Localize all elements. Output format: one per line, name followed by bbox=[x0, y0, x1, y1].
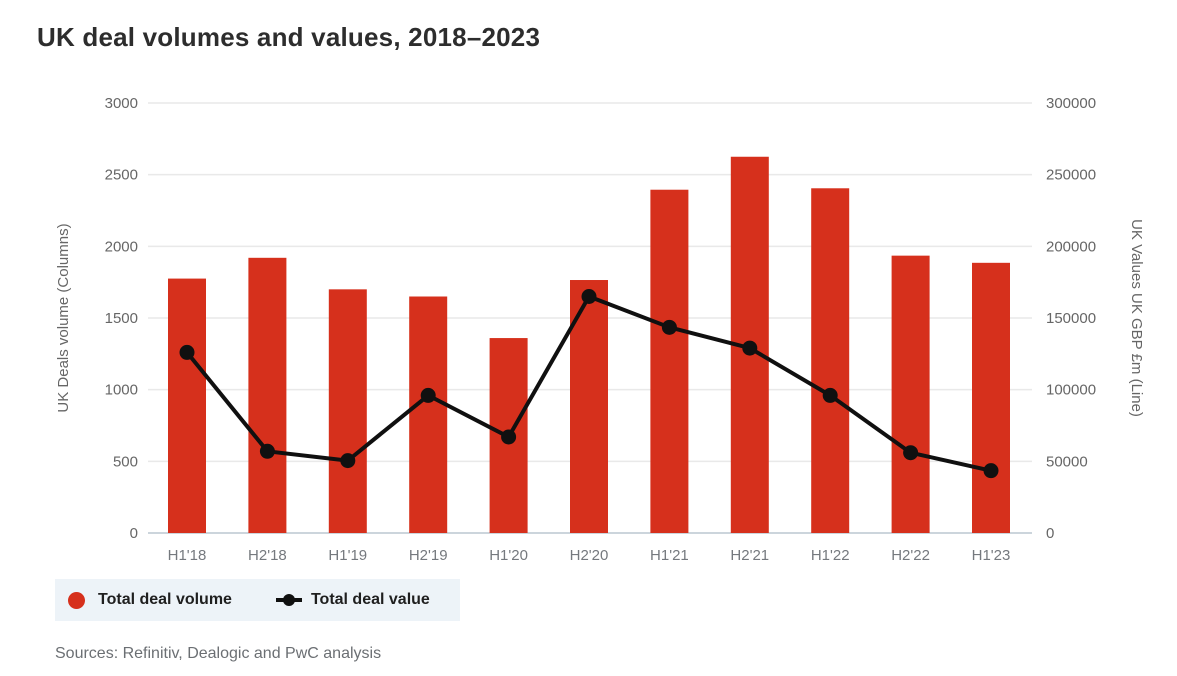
bar-h1-22 bbox=[811, 188, 850, 534]
value-point-h2-22 bbox=[903, 445, 919, 461]
right-axis-tick-label: 250000 bbox=[1046, 167, 1096, 184]
right-axis-tick-label: 0 bbox=[1046, 525, 1054, 542]
value-swatch-icon bbox=[275, 594, 302, 606]
legend-item-value: Total deal value bbox=[275, 591, 430, 609]
chart-title: UK deal volumes and values, 2018–2023 bbox=[37, 22, 541, 52]
left-axis-title: UK Deals volume (Columns) bbox=[55, 223, 72, 412]
volume-swatch-icon bbox=[68, 591, 85, 609]
value-point-h1-22 bbox=[822, 387, 838, 403]
x-axis-label: H1'22 bbox=[811, 547, 850, 564]
value-point-h2-19 bbox=[420, 387, 436, 403]
value-point-h2-20 bbox=[581, 289, 597, 304]
left-axis-tick-label: 500 bbox=[113, 453, 138, 470]
legend-item-volume: Total deal volume bbox=[68, 591, 232, 609]
legend-value-label: Total deal value bbox=[310, 591, 430, 608]
x-axis-label: H2'21 bbox=[730, 547, 769, 564]
value-point-h1-21 bbox=[661, 319, 677, 335]
x-axis-label: H1'23 bbox=[972, 547, 1011, 564]
x-axis-label: H2'19 bbox=[409, 547, 448, 564]
value-point-h1-20 bbox=[501, 429, 517, 445]
legend-volume-label: Total deal volume bbox=[98, 591, 232, 608]
right-axis-tick-label: 100000 bbox=[1046, 382, 1096, 399]
x-axis-label: H2'18 bbox=[248, 547, 287, 564]
bar-h1-23 bbox=[972, 262, 1010, 533]
bar-h1-18 bbox=[168, 278, 206, 533]
left-axis-tick-label: 3000 bbox=[105, 95, 138, 112]
bar-h1-19 bbox=[328, 289, 367, 533]
right-axis-tick-label: 150000 bbox=[1046, 310, 1096, 327]
sources-note: Sources: Refinitiv, Dealogic and PwC ana… bbox=[55, 645, 382, 662]
right-axis-tick-label: 200000 bbox=[1046, 238, 1096, 255]
x-axis-label: H1'20 bbox=[489, 547, 528, 564]
x-axis-label: H1'18 bbox=[168, 547, 207, 564]
left-axis-tick-label: 2500 bbox=[105, 167, 138, 184]
x-axis-label: H2'20 bbox=[570, 547, 609, 564]
left-axis-tick-label: 0 bbox=[130, 525, 138, 542]
bar-h1-21 bbox=[650, 189, 689, 533]
right-axis-title: UK Values UK GBP £m (Line) bbox=[1128, 219, 1145, 417]
legend: Total deal volume Total deal value bbox=[55, 579, 460, 621]
bar-h2-18 bbox=[248, 257, 287, 533]
x-axis-label: H1'19 bbox=[328, 547, 367, 564]
left-axis-tick-label: 1500 bbox=[105, 310, 138, 327]
left-axis-tick-label: 1000 bbox=[105, 382, 138, 399]
value-point-h1-18 bbox=[179, 344, 195, 360]
x-axis-label: H1'21 bbox=[650, 547, 689, 564]
value-point-h2-18 bbox=[259, 443, 275, 459]
value-point-h1-19 bbox=[340, 453, 356, 469]
bar-h2-19 bbox=[409, 296, 448, 533]
right-axis-tick-label: 300000 bbox=[1046, 95, 1096, 112]
bar-h2-22 bbox=[891, 255, 930, 533]
x-axis-label: H2'22 bbox=[891, 547, 930, 564]
value-point-h2-21 bbox=[742, 340, 758, 356]
right-axis-tick-label: 50000 bbox=[1046, 453, 1088, 470]
left-axis-tick-label: 2000 bbox=[105, 238, 138, 255]
value-point-h1-23 bbox=[983, 463, 999, 479]
